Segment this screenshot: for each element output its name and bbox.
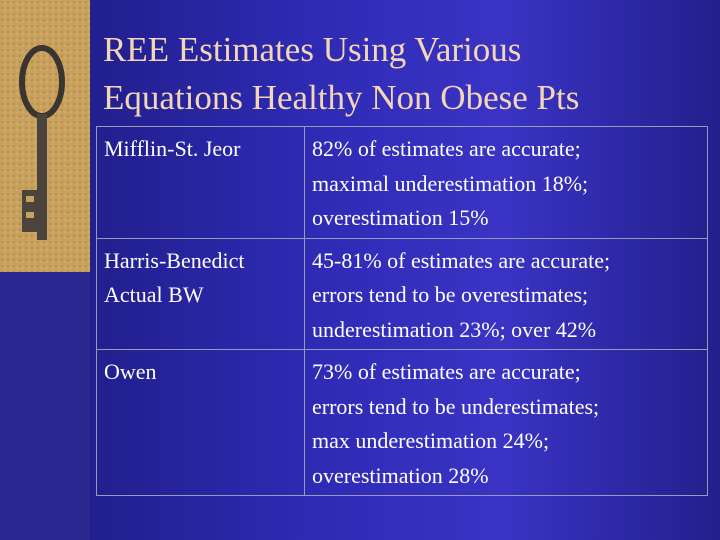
slide-title: REE Estimates Using Various Equations Hea… [103,26,579,122]
cell-line: 45-81% of estimates are accurate; [312,247,611,273]
cell-line: 73% of estimates are accurate; [312,359,581,384]
title-line: Equations Healthy Non Obese Pts [103,78,580,117]
cell-line: Owen [104,359,157,384]
cell-line: overestimation 28% [312,462,489,488]
table: Mifflin-St. Jeor 82% of estimates are acc… [96,126,708,496]
table-cell: Owen [96,349,305,496]
cell-line: errors tend to be overestimates; [312,282,589,307]
cell-line: maximal underestimation 18%; [312,170,589,196]
cell-line: Mifflin-St. Jeor [104,136,241,161]
cell-line: 82% of estimates are accurate; [312,136,581,161]
cell-line: underestimation 23%; over 42% [312,316,597,342]
cell-line: max underestimation 24%; [312,428,550,453]
table-cell: Harris-Benedict Actual BW [96,237,305,350]
cell-line: overestimation 15% [312,205,489,230]
table-row: Owen 73% of estimates are accurate; errors… [96,349,708,496]
key-image [0,0,90,540]
table-row: Mifflin-St. Jeor 82% of estimates are acc… [96,126,708,239]
table-cell: 45-81% of estimates are accurate; errors … [304,237,708,350]
cell-line: errors tend to be underestimates; [312,393,600,419]
table-cell: 73% of estimates are accurate; errors ten… [304,349,708,496]
table-cell: Mifflin-St. Jeor [96,126,305,239]
title-line: REE Estimates Using Various [103,30,522,69]
table-row: Harris-Benedict Actual BW 45-81% of estima… [96,237,708,350]
table-cell: 82% of estimates are accurate; maximal un… [304,126,708,239]
cell-line: Harris-Benedict [104,247,245,273]
cell-line: Actual BW [104,282,204,307]
